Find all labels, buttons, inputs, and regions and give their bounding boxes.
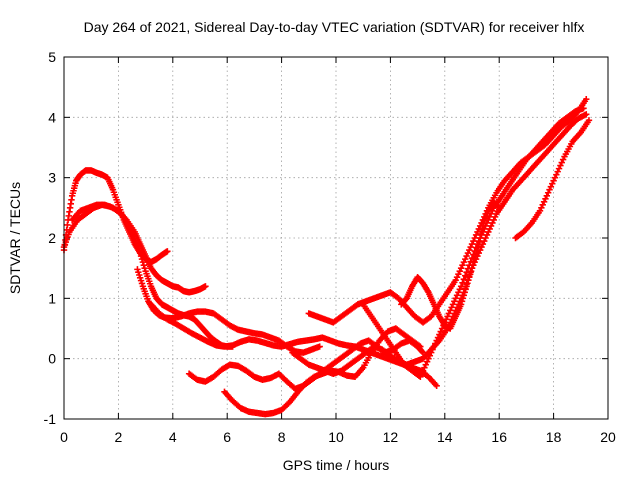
x-tick-label: 10 [328, 429, 344, 445]
data-point [316, 343, 323, 350]
y-tick-label: 4 [48, 109, 56, 125]
data-point [474, 246, 481, 254]
series-track-9 [305, 96, 590, 326]
data-point [476, 234, 484, 242]
x-tick-label: 14 [437, 429, 453, 445]
data-point [463, 283, 470, 290]
data-point [458, 298, 466, 305]
data-point [202, 283, 209, 290]
data-point [475, 242, 482, 250]
data-point [457, 283, 465, 290]
y-tick-label: -1 [44, 411, 57, 427]
data-point [473, 249, 480, 257]
data-point [141, 264, 148, 272]
data-point [495, 203, 502, 211]
data-point [478, 226, 486, 234]
data-point [467, 267, 475, 275]
plot-frame [63, 56, 609, 420]
data-point [583, 96, 590, 103]
series-track-11 [398, 198, 503, 332]
x-axis-label: GPS time / hours [283, 457, 390, 473]
data-point [470, 258, 478, 266]
data-point [463, 268, 470, 276]
x-tick-label: 0 [60, 429, 68, 445]
data-point [477, 230, 485, 238]
data-point [433, 382, 440, 390]
x-axis-ticks: 0 2 4 6 8 10 12 14 16 18 20 [60, 57, 616, 445]
x-tick-label: 8 [278, 429, 286, 445]
data-point [139, 258, 147, 266]
x-tick-label: 12 [383, 429, 399, 445]
y-tick-label: 3 [48, 170, 56, 186]
data-point [138, 255, 146, 263]
y-tick-label: 5 [48, 49, 56, 65]
data-point [476, 238, 483, 246]
data-point [460, 276, 468, 283]
data-point [585, 117, 593, 124]
data-point [136, 249, 144, 257]
data-point [457, 301, 465, 308]
data-point [465, 277, 472, 284]
data-point [468, 264, 476, 272]
data-point [466, 274, 473, 281]
series-track-12 [512, 117, 593, 242]
data-point [460, 292, 468, 299]
data-point [417, 343, 424, 350]
data-point [466, 271, 474, 278]
data-point [471, 255, 478, 263]
data-point [583, 111, 590, 118]
series-layer [60, 96, 593, 418]
data-point [461, 289, 468, 296]
data-point [464, 280, 471, 287]
data-point [462, 286, 469, 293]
data-point [472, 252, 479, 260]
x-tick-label: 16 [491, 429, 507, 445]
y-axis-label: SDTVAR / TECUs [7, 182, 23, 294]
y-tick-label: 0 [48, 351, 56, 367]
x-tick-label: 2 [115, 429, 123, 445]
data-point [580, 105, 587, 112]
x-tick-label: 20 [600, 429, 616, 445]
data-point [164, 248, 171, 255]
data-point [137, 252, 145, 260]
series-track-3 [68, 201, 236, 350]
y-tick-label: 1 [48, 290, 56, 306]
x-tick-label: 6 [223, 429, 231, 445]
data-point [459, 295, 467, 302]
data-point [462, 272, 469, 279]
x-tick-label: 18 [546, 429, 562, 445]
data-point [469, 261, 477, 269]
data-point [418, 348, 426, 355]
chart-title: Day 264 of 2021, Sidereal Day-to-day VTE… [84, 19, 585, 35]
y-tick-label: 2 [48, 230, 56, 246]
data-point [140, 261, 147, 269]
data-point [496, 204, 503, 212]
x-tick-label: 4 [169, 429, 177, 445]
